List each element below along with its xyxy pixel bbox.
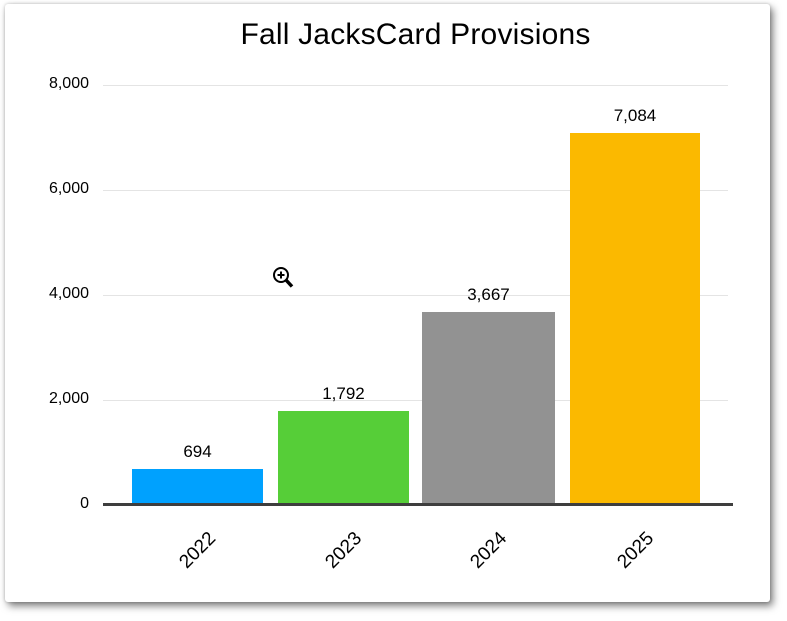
- x-axis-line: [103, 503, 733, 506]
- bar-2025: [570, 133, 700, 505]
- chart-title: Fall JacksCard Provisions: [240, 18, 591, 51]
- bar-2024: [422, 312, 555, 505]
- zoom-in-cursor-icon: [273, 267, 294, 288]
- bar-group-2022: 694: [132, 85, 263, 505]
- bar-value-label-2025: 7,084: [613, 106, 657, 125]
- x-axis-label-2024: 2024: [466, 528, 512, 573]
- gridline-6000: [103, 190, 728, 191]
- bar-2023: [278, 411, 409, 505]
- x-axis-label-2023: 2023: [321, 528, 367, 573]
- x-axis-label-2025: 2025: [613, 528, 658, 573]
- y-tick-label-6000: 6,000: [48, 180, 89, 197]
- y-tick-label-8000: 8,000: [48, 75, 89, 92]
- bar-2022: [132, 469, 263, 505]
- bar-value-label-2024: 3,667: [467, 285, 510, 304]
- gridline-4000: [103, 295, 728, 296]
- bar-group-2024: 3,667: [422, 85, 555, 505]
- x-axis-label-2022: 2022: [175, 528, 221, 573]
- bar-value-label-2023: 1,792: [322, 384, 365, 403]
- bar-group-2025: 7,084: [570, 85, 700, 505]
- y-tick-label-2000: 2,000: [48, 390, 89, 407]
- bar-value-label-2022: 694: [183, 442, 212, 461]
- gridline-2000: [103, 400, 728, 401]
- plot-area: 694 1,792 3,667 7,084: [103, 85, 728, 505]
- bar-group-2023: 1,792: [278, 85, 409, 505]
- y-tick-label-4000: 4,000: [48, 285, 89, 302]
- y-tick-label-0: 0: [80, 495, 89, 512]
- chart-card: Fall JacksCard Provisions 8,000 6,000 4,…: [5, 4, 770, 602]
- gridline-8000: [103, 85, 728, 86]
